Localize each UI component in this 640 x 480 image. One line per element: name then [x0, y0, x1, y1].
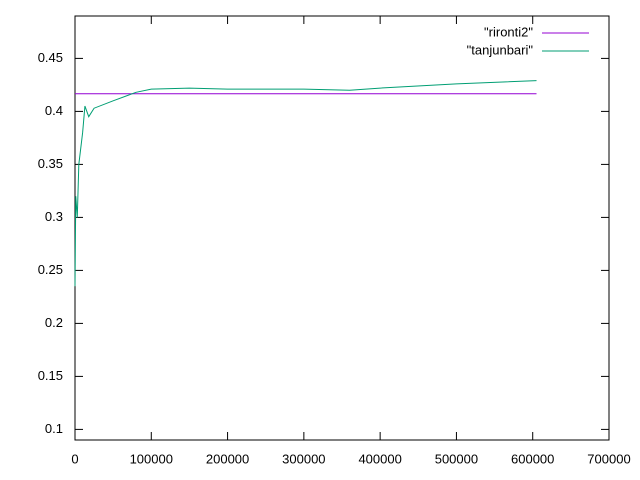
x-tick-label: 200000 [206, 451, 249, 466]
x-tick-label: 300000 [282, 451, 325, 466]
series-line [74, 80, 537, 287]
x-tick-label: 700000 [587, 451, 630, 466]
y-tick-label: 0.3 [45, 209, 63, 224]
y-tick-label: 0.25 [38, 262, 63, 277]
x-tick-label: 100000 [130, 451, 173, 466]
y-tick-label: 0.35 [38, 156, 63, 171]
legend-label: "tanjunbari" [467, 42, 534, 57]
y-tick-label: 0.15 [38, 368, 63, 383]
x-tick-label: 500000 [435, 451, 478, 466]
y-tick-label: 0.4 [45, 103, 63, 118]
plot-border [74, 15, 610, 441]
y-tick-label: 0.2 [45, 315, 63, 330]
legend-label: "rironti2" [484, 24, 533, 39]
y-tick-label: 0.45 [38, 50, 63, 65]
x-tick-label: 600000 [511, 451, 554, 466]
y-tick-label: 0.1 [45, 421, 63, 436]
x-tick-label: 0 [71, 451, 78, 466]
x-tick-label: 400000 [358, 451, 401, 466]
